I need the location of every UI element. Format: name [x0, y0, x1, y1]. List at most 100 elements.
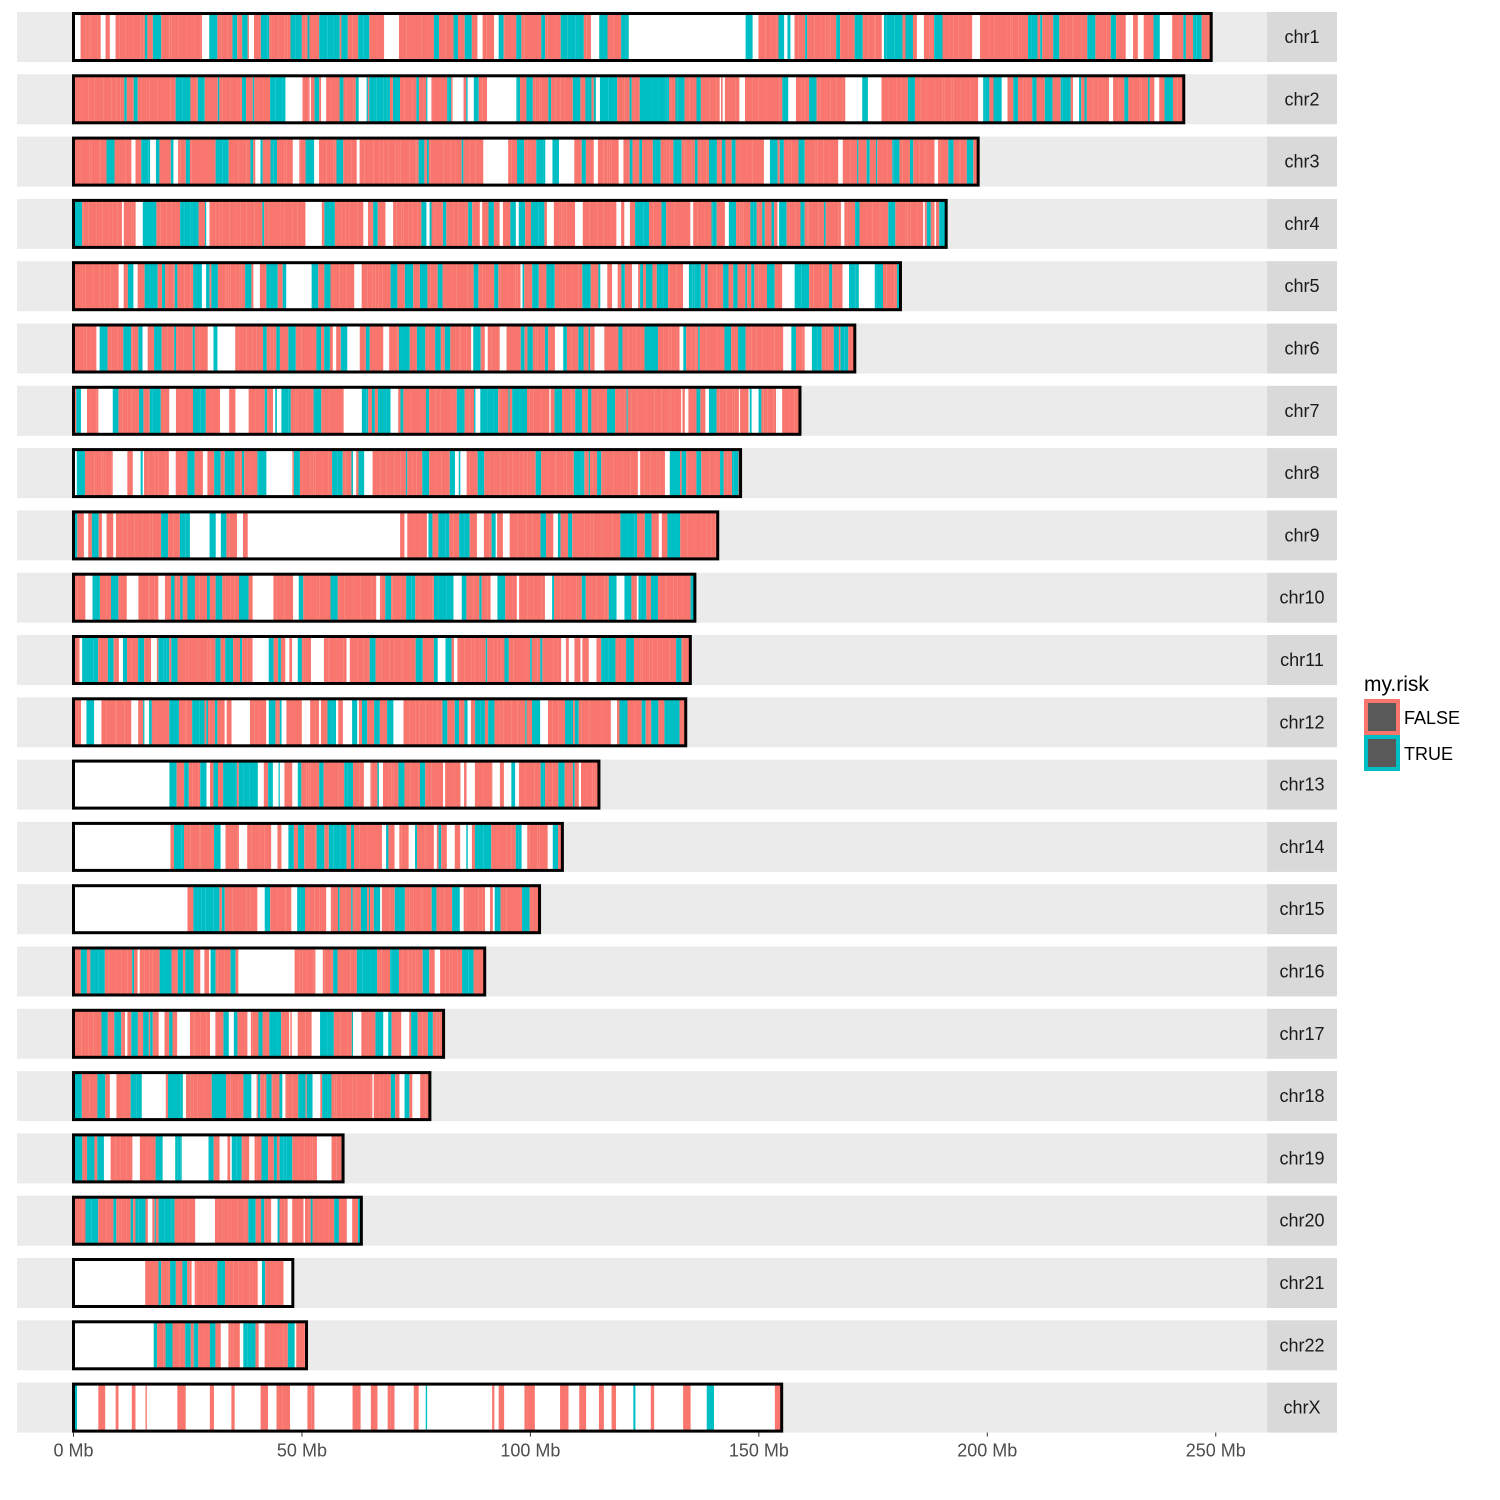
band-false: [239, 885, 247, 933]
band-false: [204, 948, 210, 995]
band-true: [575, 13, 584, 61]
band-true: [394, 885, 401, 933]
band-false: [326, 138, 334, 186]
band-false: [286, 885, 292, 933]
band-false: [248, 387, 256, 435]
band-false: [333, 262, 340, 310]
band-false: [811, 200, 819, 248]
x-tick-label: 100 Mb: [500, 1441, 560, 1461]
band-false: [585, 449, 589, 497]
band-false: [235, 948, 239, 995]
band-false: [412, 449, 417, 497]
band-false: [574, 138, 581, 186]
band-false: [74, 698, 79, 746]
band-false: [190, 1072, 194, 1120]
band-false: [156, 200, 161, 248]
chromosome-panel-chr6: chr6: [17, 323, 1337, 374]
band-true: [456, 387, 465, 435]
chromosome-panel-chr10: chr10: [17, 572, 1337, 623]
strip-label: chr17: [1279, 1024, 1324, 1044]
band-false: [633, 636, 641, 684]
band-true: [158, 636, 164, 684]
band-true: [286, 1134, 293, 1182]
band-false: [611, 325, 619, 372]
strip-label: chr11: [1280, 650, 1324, 670]
band-false: [652, 262, 657, 310]
band-false: [96, 387, 99, 435]
x-tick-label: 200 Mb: [957, 1441, 1017, 1461]
band-false: [580, 761, 587, 809]
band-false: [213, 1259, 218, 1307]
band-false: [607, 138, 610, 186]
chromosome-outline: [72, 1382, 784, 1433]
band-false: [445, 948, 450, 995]
band-false: [88, 200, 97, 248]
band-true: [177, 1134, 181, 1182]
band-true: [1060, 75, 1063, 123]
band-false: [440, 75, 448, 123]
band-false: [1177, 75, 1184, 123]
band-false: [251, 262, 254, 310]
band-false: [81, 75, 89, 123]
band-false: [580, 75, 586, 123]
band-false: [760, 262, 767, 310]
band-false: [355, 885, 361, 933]
band-false: [227, 1134, 231, 1182]
band-false: [642, 636, 650, 684]
band-true: [257, 449, 259, 497]
band-false: [230, 1321, 234, 1369]
band-false: [617, 75, 625, 123]
band-false: [204, 75, 212, 123]
band-false: [211, 387, 220, 435]
band-true: [319, 761, 324, 809]
band-false: [756, 325, 763, 372]
band-true: [1153, 13, 1160, 61]
band-true: [520, 325, 525, 372]
band-false: [772, 75, 780, 123]
band-false: [386, 262, 391, 310]
band-true: [619, 698, 628, 746]
band-false: [264, 200, 269, 248]
band-false: [848, 13, 855, 61]
x-tick-label: 50 Mb: [277, 1441, 327, 1461]
band-false: [515, 262, 518, 310]
band-false: [400, 449, 406, 497]
band-false: [538, 13, 542, 61]
band-false: [379, 948, 382, 995]
band-true: [206, 262, 210, 310]
band-false: [637, 511, 640, 559]
band-true: [721, 138, 726, 186]
band-false: [427, 262, 431, 310]
band-false: [163, 1321, 166, 1369]
band-false: [417, 1010, 423, 1058]
band-false: [547, 449, 556, 497]
band-true: [149, 200, 157, 248]
band-false: [684, 75, 690, 123]
band-true: [279, 1134, 284, 1182]
band-true: [327, 698, 332, 746]
band-false: [716, 387, 720, 435]
chromosome-outline: [72, 884, 542, 935]
band-false: [723, 449, 728, 497]
band-true: [388, 1010, 392, 1058]
band-false: [693, 200, 698, 248]
band-false: [91, 13, 98, 61]
band-true: [425, 387, 430, 435]
band-false: [687, 511, 695, 559]
band-false: [1133, 13, 1138, 61]
band-false: [700, 262, 705, 310]
band-false: [665, 574, 668, 622]
band-false: [222, 75, 231, 123]
band-false: [315, 698, 319, 746]
band-false: [241, 1134, 244, 1182]
chromosome-panel-chr14: chr14: [17, 821, 1337, 872]
band-false: [650, 1384, 655, 1432]
band-true: [894, 13, 903, 61]
band-false: [175, 200, 181, 248]
strip-label: chr15: [1279, 899, 1324, 919]
band-true: [213, 761, 219, 809]
band-false: [229, 511, 237, 559]
band-false: [276, 1134, 280, 1182]
band-false: [493, 200, 500, 248]
band-true: [798, 138, 805, 186]
